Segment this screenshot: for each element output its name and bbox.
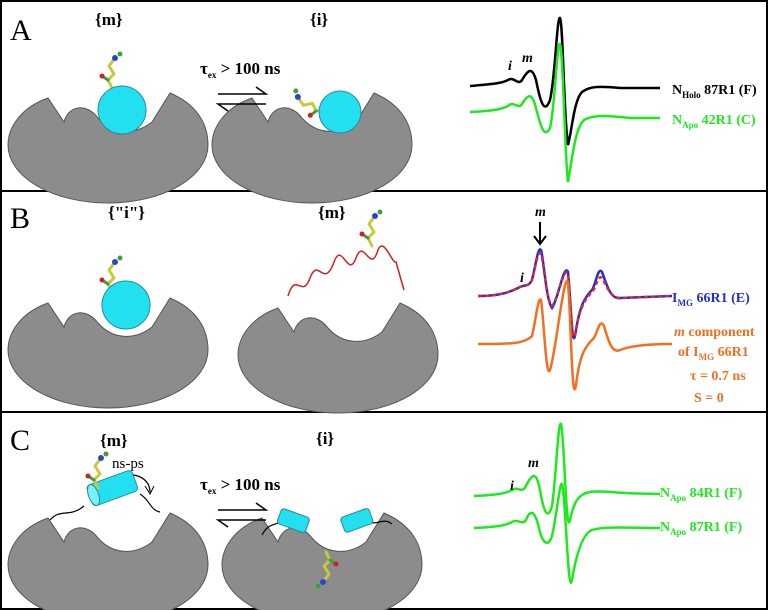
shape xyxy=(474,424,660,523)
peak-label: m xyxy=(528,456,539,471)
shape: m component xyxy=(674,325,755,340)
label-sub: Apo xyxy=(670,527,687,537)
peak-label: i xyxy=(508,59,512,74)
shape: of IMG 66R1 xyxy=(678,345,749,362)
exchange-label: τex > 100 ns xyxy=(200,59,281,80)
state-label: {"i"} xyxy=(108,203,145,222)
label-rest: 66R1 (E) xyxy=(693,291,750,306)
ligand-domain xyxy=(319,91,361,133)
peak-label: i xyxy=(510,479,514,494)
spectrum-label: IMG 66R1 (E) xyxy=(672,291,750,308)
peak-label: m xyxy=(522,51,533,66)
label-sub: Apo xyxy=(670,493,687,503)
spectrum-label: NApo 87R1 (F) xyxy=(660,520,742,537)
exchange-label: τex > 100 ns xyxy=(200,475,281,496)
component-text: 66R1 xyxy=(714,345,749,360)
label-sub: MG xyxy=(677,298,693,308)
figure: A {m} {i} τex > 100 ns i m NHolo 87R1 (F… xyxy=(0,0,768,610)
component-label: m component of IMG 66R1 τ = 0.7 ns S = 0 xyxy=(674,325,755,406)
spectrum-label: NApo 84R1 (F) xyxy=(660,486,742,503)
label-rest: 84R1 (F) xyxy=(686,486,742,501)
shape xyxy=(360,210,383,247)
peak-label: i xyxy=(520,271,524,286)
shape xyxy=(100,52,123,89)
tau: τ xyxy=(200,59,208,78)
shape xyxy=(277,508,311,533)
spectra xyxy=(474,424,660,583)
shape xyxy=(218,87,266,94)
spectra xyxy=(478,249,672,389)
shape xyxy=(218,503,266,510)
shape xyxy=(340,508,374,533)
label-rest: 87R1 (F) xyxy=(686,520,742,535)
shape xyxy=(470,44,660,182)
italic-m: m xyxy=(674,325,685,340)
tau-rest: > 100 ns xyxy=(216,59,280,78)
label-sub: Apo xyxy=(682,120,699,130)
shape xyxy=(277,508,311,533)
state-label: {m} xyxy=(318,203,346,222)
shape xyxy=(478,249,672,338)
tau-rest: > 100 ns xyxy=(216,475,280,494)
label-main: N xyxy=(672,113,682,128)
state-label: {m} xyxy=(95,10,123,29)
component-text: of I xyxy=(678,345,699,360)
shape xyxy=(8,513,208,610)
shape xyxy=(340,508,374,533)
component-sub: MG xyxy=(699,352,715,362)
label-rest: 87R1 (F) xyxy=(701,83,757,98)
state-label: {i} xyxy=(310,10,328,29)
panel-label: C xyxy=(10,424,30,457)
label-rest: 42R1 (C) xyxy=(698,113,756,128)
peak-label: m xyxy=(535,205,546,220)
panel-label: A xyxy=(10,14,32,47)
state-label: {i} xyxy=(316,429,334,448)
label-main: N xyxy=(660,486,670,501)
tau: τ xyxy=(200,475,208,494)
shape xyxy=(222,513,422,610)
label-main: N xyxy=(672,83,682,98)
label-sub: Holo xyxy=(682,90,701,100)
spectra xyxy=(470,18,660,182)
state-label: {m} xyxy=(100,431,128,450)
ligand-domain xyxy=(102,281,150,329)
spectrum-label: NApo 42R1 (C) xyxy=(672,113,756,130)
peak-arrow xyxy=(534,222,546,244)
motion-label: ns-ps xyxy=(112,456,144,472)
panel-label: B xyxy=(10,202,30,235)
shape xyxy=(238,303,438,413)
unfolded-chain xyxy=(288,246,404,296)
ligand-domain xyxy=(98,86,146,134)
helix xyxy=(85,470,139,507)
order-label: S = 0 xyxy=(694,391,724,406)
label-main: N xyxy=(660,520,670,535)
shape xyxy=(212,93,412,203)
shape xyxy=(478,253,672,336)
tau-label: τ = 0.7 ns xyxy=(690,369,746,384)
component-text: component xyxy=(685,325,755,340)
spectrum-label: NHolo 87R1 (F) xyxy=(672,83,757,100)
